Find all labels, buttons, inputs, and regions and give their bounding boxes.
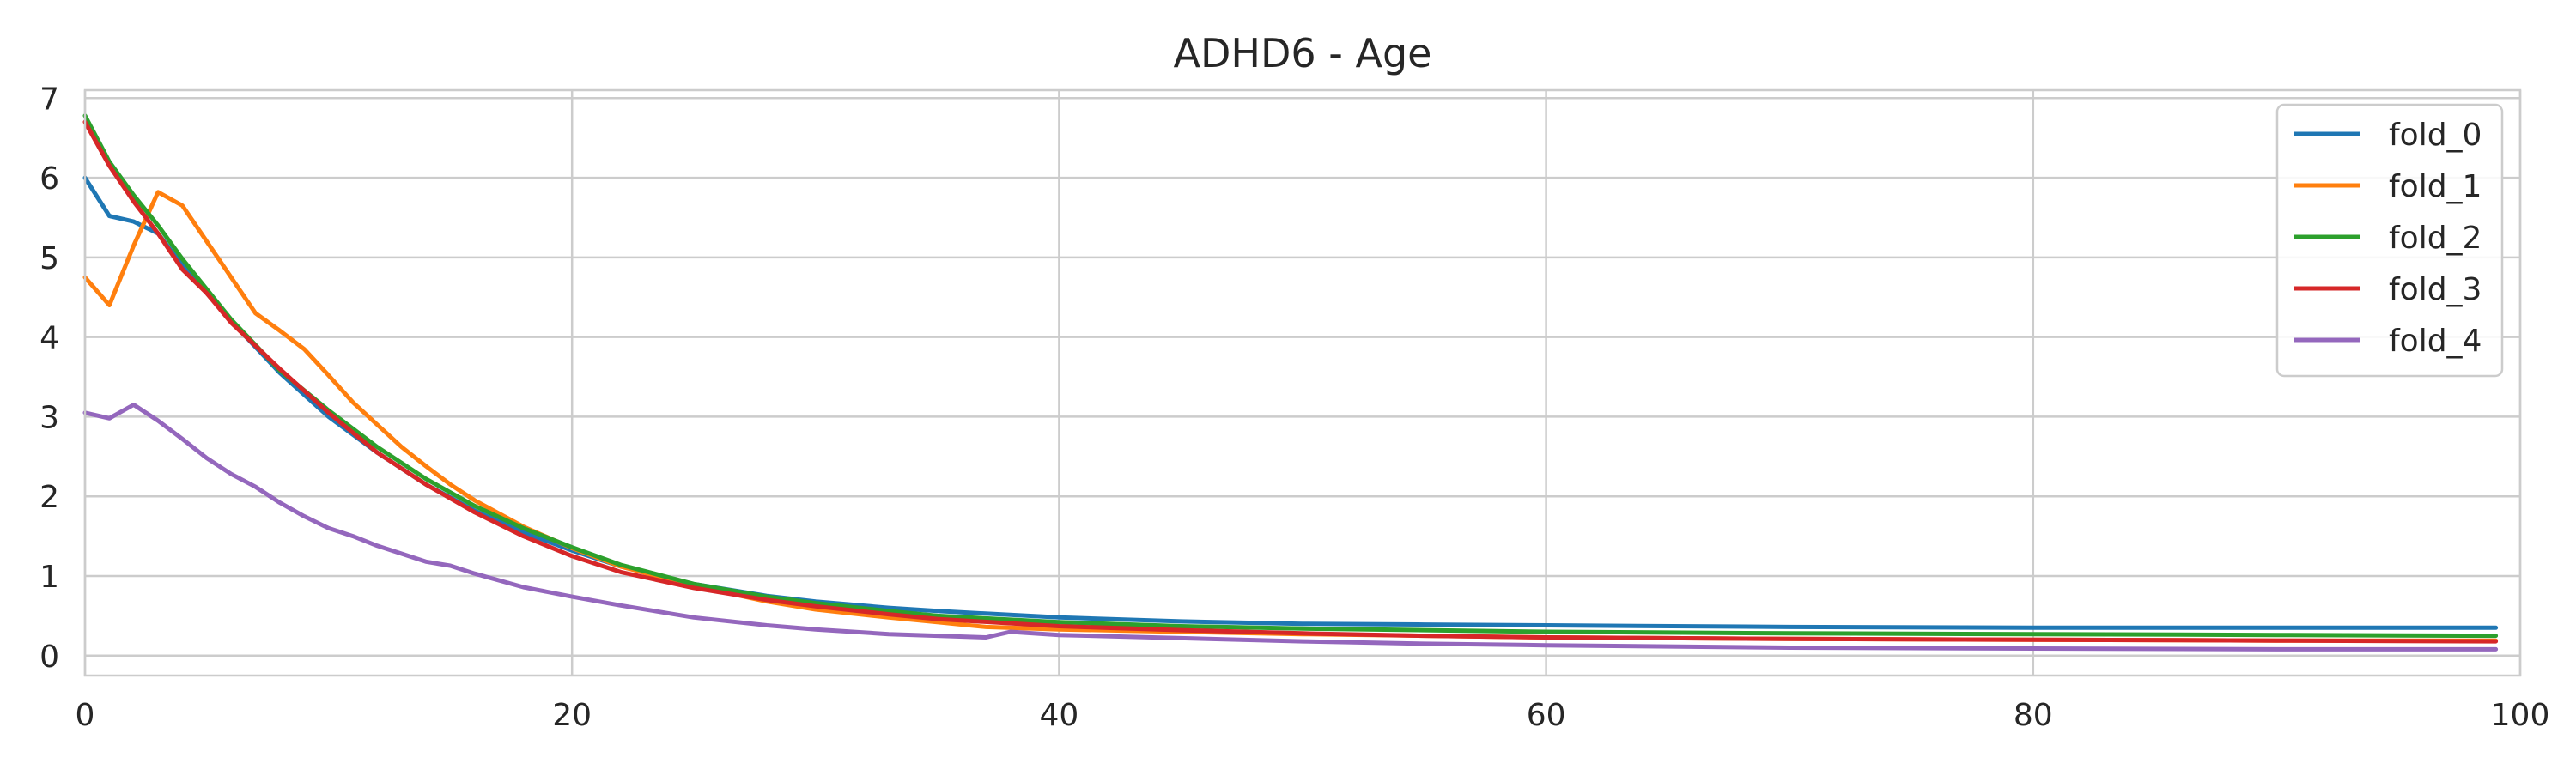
y-tick-label: 7 [39,82,59,117]
y-tick-label: 4 [39,321,59,356]
y-tick-label: 3 [39,400,59,435]
legend-label: fold_0 [2389,118,2482,153]
legend-label: fold_4 [2389,324,2482,359]
x-tick-label: 0 [76,698,95,733]
series-line-fold_3 [82,119,2499,644]
legend-label: fold_1 [2389,169,2482,204]
series-lines [82,113,2499,652]
y-tick-label: 2 [39,480,59,515]
y-tick-label: 1 [39,560,59,595]
series-line-fold_0 [82,175,2499,630]
legend-label: fold_2 [2389,221,2482,256]
x-tick-label: 20 [552,698,592,733]
legend: fold_0 fold_1 fold_2 fold_3 fold_4 [2275,103,2504,378]
tick-labels: 0 20 40 60 80 100 0 1 2 3 4 5 6 7 [39,82,2549,733]
x-tick-label: 80 [2014,698,2053,733]
x-tick-label: 60 [1527,698,1566,733]
legend-box [2275,103,2504,378]
series-line-fold_2 [82,113,2499,639]
legend-label: fold_3 [2389,272,2482,307]
series-line-fold_4 [82,403,2499,652]
y-tick-label: 5 [39,241,59,276]
plot-frame [83,88,2522,677]
x-tick-label: 40 [1039,698,1078,733]
x-tick-label: 100 [2491,698,2550,733]
y-tick-label: 6 [39,161,59,197]
grid [83,90,2522,676]
chart-title: ADHD6 - Age [1174,30,1432,76]
y-tick-label: 0 [39,640,59,675]
